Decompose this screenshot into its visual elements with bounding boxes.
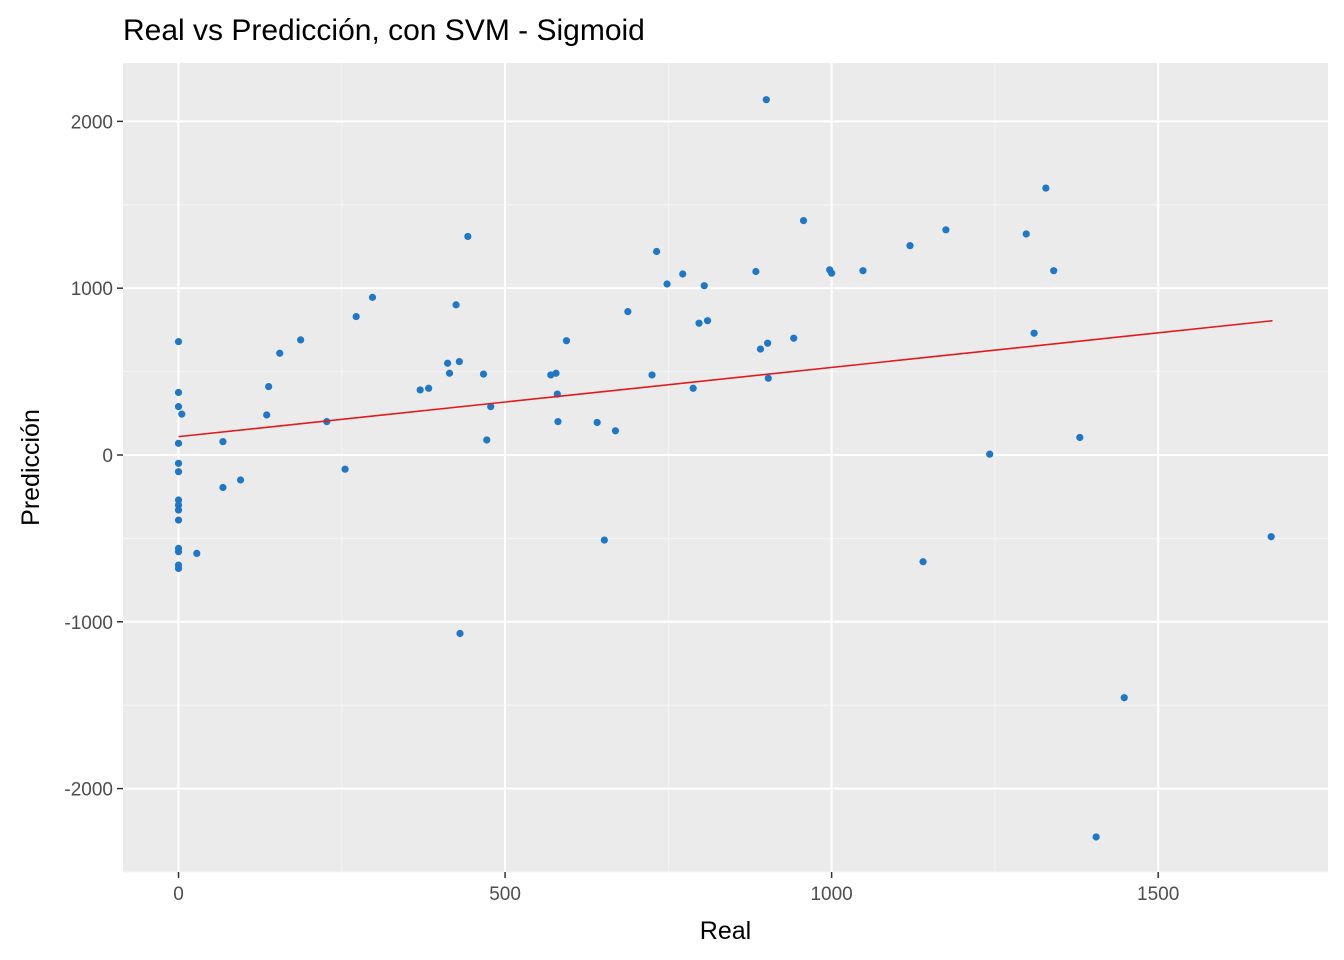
axis-ticks: 0 500 1000 1500 -2000 -1000 0 1000 2000 <box>64 112 1179 905</box>
data-point <box>1050 267 1058 275</box>
data-point <box>263 411 271 419</box>
data-point <box>1267 533 1275 541</box>
y-tick-label: 1000 <box>71 279 113 300</box>
data-point <box>443 359 452 367</box>
data-point <box>464 232 472 241</box>
data-point <box>942 226 950 234</box>
data-point <box>219 438 227 446</box>
data-point <box>487 403 495 411</box>
data-point <box>790 334 798 342</box>
data-point <box>611 427 620 435</box>
data-point <box>600 536 608 544</box>
data-point <box>762 96 770 104</box>
data-point <box>799 217 808 225</box>
data-point <box>425 384 433 392</box>
data-point <box>174 468 183 476</box>
data-point <box>554 418 562 426</box>
data-point <box>174 516 183 524</box>
y-tick-label: 2000 <box>71 112 113 133</box>
data-point <box>906 242 914 250</box>
x-tick-label: 500 <box>489 884 521 905</box>
grid-minor <box>123 63 1328 873</box>
data-point <box>663 280 671 288</box>
y-tick-label: -1000 <box>64 613 113 634</box>
data-point <box>1022 230 1030 238</box>
data-point <box>1092 833 1100 841</box>
data-point <box>1030 329 1038 337</box>
data-point <box>679 270 687 278</box>
data-point <box>297 336 305 344</box>
data-point <box>174 439 183 447</box>
data-point <box>703 317 712 325</box>
data-point <box>689 384 697 392</box>
data-point <box>174 459 183 467</box>
data-point <box>236 476 245 484</box>
data-point <box>174 564 183 573</box>
chart-title: Real vs Predicción, con SVM - Sigmoid <box>123 14 645 47</box>
data-point <box>752 267 760 276</box>
data-point <box>479 370 488 378</box>
data-point <box>695 319 703 327</box>
grid-major <box>123 63 1328 872</box>
data-point <box>1120 694 1128 702</box>
data-point <box>648 371 656 379</box>
data-point <box>919 558 927 566</box>
data-point <box>174 501 183 509</box>
x-tick-label: 0 <box>173 884 184 905</box>
data-point <box>652 247 661 256</box>
regression-line-group <box>178 319 1273 438</box>
data-point <box>174 548 183 556</box>
data-point <box>986 450 994 458</box>
data-point <box>624 307 632 316</box>
x-tick-label: 1000 <box>810 884 852 905</box>
data-points <box>174 96 1275 841</box>
data-point <box>174 388 183 397</box>
regression-line <box>178 319 1273 438</box>
data-point <box>352 312 360 321</box>
data-point <box>1076 433 1084 442</box>
x-axis-title: Real <box>700 917 751 945</box>
data-point <box>452 301 460 309</box>
data-point <box>456 629 464 638</box>
data-point <box>174 496 183 504</box>
y-tick-label: 0 <box>102 446 113 467</box>
x-tick-label: 1500 <box>1137 884 1179 905</box>
data-point <box>219 483 227 492</box>
y-axis-title: Predicción <box>17 409 45 526</box>
data-point <box>174 403 183 411</box>
data-point <box>483 436 491 444</box>
data-point <box>764 374 772 382</box>
data-point <box>700 282 708 290</box>
data-point <box>174 506 183 514</box>
data-point <box>416 386 424 394</box>
data-point <box>859 267 867 275</box>
data-point <box>368 293 377 301</box>
data-point <box>552 369 560 377</box>
data-point <box>455 357 463 366</box>
y-tick-label: -2000 <box>64 780 113 801</box>
plot-panel <box>123 63 1328 872</box>
data-point <box>174 337 183 346</box>
data-point <box>764 339 772 347</box>
data-point <box>193 549 201 558</box>
data-point <box>828 269 836 277</box>
data-point <box>756 345 765 353</box>
data-point <box>1042 184 1050 192</box>
data-point <box>341 465 349 473</box>
data-point <box>276 349 284 357</box>
data-point <box>562 337 571 345</box>
data-point <box>445 369 454 377</box>
data-point <box>593 418 601 427</box>
data-point <box>178 410 186 418</box>
data-point <box>265 383 273 391</box>
